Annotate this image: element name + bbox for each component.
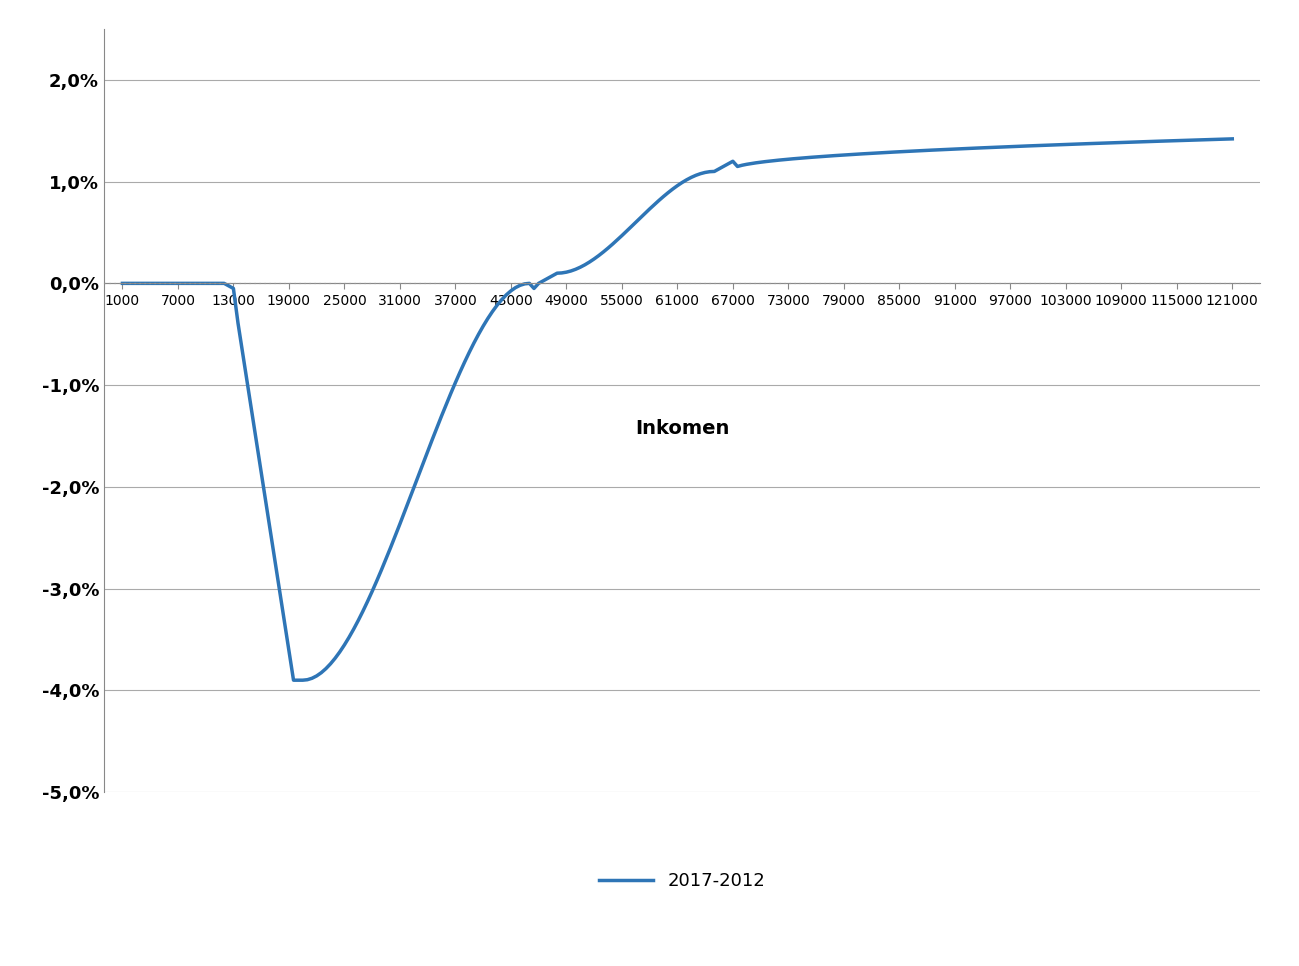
2017-2012 (114, 277, 130, 289)
2017-2012 (286, 674, 301, 686)
2017-2012 (753, 156, 769, 168)
2017-2012 (938, 144, 953, 156)
Legend: 2017-2012: 2017-2012 (591, 866, 773, 897)
2017-2012 (239, 377, 255, 388)
2017-2012 (1012, 140, 1028, 152)
2017-2012 (540, 272, 556, 284)
X-axis label: Inkomen: Inkomen (635, 419, 729, 438)
2017-2012 (1225, 133, 1241, 145)
2017-2012 (1216, 133, 1231, 145)
Line: 2017-2012: 2017-2012 (122, 139, 1233, 680)
